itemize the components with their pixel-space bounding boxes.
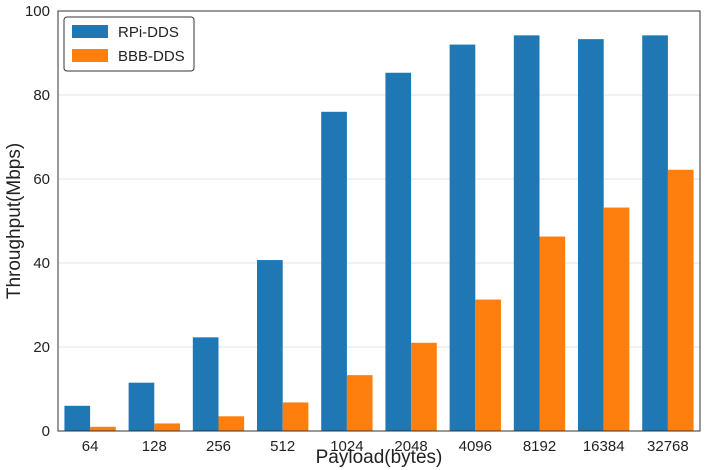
bar-rpi-dds-512	[257, 260, 283, 431]
x-tick-label: 64	[82, 438, 99, 455]
y-tick-label: 20	[33, 339, 50, 356]
bar-bbb-dds-64	[90, 426, 116, 431]
bar-bbb-dds-8192	[539, 236, 566, 431]
y-tick-label: 80	[33, 87, 50, 104]
x-tick-label: 16384	[583, 438, 625, 455]
bars	[64, 35, 694, 432]
bar-rpi-dds-8192	[513, 35, 540, 432]
legend: RPi-DDS BBB-DDS	[63, 16, 195, 72]
plot-frame	[57, 10, 701, 432]
bar-rpi-dds-1024	[321, 111, 347, 432]
x-axis-label: Payload(bytes)	[316, 447, 443, 468]
bar-bbb-dds-256	[218, 416, 245, 431]
x-tick-label: 1024	[330, 438, 363, 455]
x-tick-labels: 64 128 256 512 1024 2048 4096 8192 16384 32768	[82, 438, 689, 455]
y-tick-label: 0	[42, 423, 50, 440]
bar-rpi-dds-128	[128, 382, 155, 431]
bar-rpi-dds-16384	[578, 39, 604, 431]
x-tick-label: 512	[270, 438, 295, 455]
x-tick-label: 128	[142, 438, 167, 455]
bar-rpi-dds-64	[64, 405, 91, 431]
legend-swatch-bbb-dds	[72, 49, 108, 62]
y-tick-label: 40	[33, 255, 50, 272]
legend-label-rpi-dds: RPi-DDS	[118, 24, 179, 41]
bar-rpi-dds-2048	[385, 72, 412, 432]
bar-bbb-dds-512	[282, 402, 309, 431]
x-tick-label: 2048	[394, 438, 427, 455]
x-tick-label: 4096	[459, 438, 492, 455]
legend-swatch-rpi-dds	[72, 25, 108, 38]
bar-rpi-dds-4096	[449, 44, 476, 431]
bar-rpi-dds-256	[192, 337, 219, 431]
y-tick-labels: 0 20 40 60 80 100	[25, 3, 50, 440]
bar-bbb-dds-4096	[475, 299, 501, 431]
bar-bbb-dds-16384	[603, 207, 630, 431]
bar-bbb-dds-2048	[411, 342, 437, 431]
x-tick-label: 8192	[523, 438, 556, 455]
bar-bbb-dds-32768	[667, 169, 694, 431]
legend-label-bbb-dds: BBB-DDS	[118, 48, 185, 65]
bar-rpi-dds-32768	[642, 35, 668, 432]
bar-bbb-dds-128	[154, 423, 180, 431]
y-tick-label: 100	[25, 3, 50, 20]
bar-bbb-dds-1024	[346, 375, 373, 431]
y-axis-label: Throughput(Mbps)	[4, 143, 25, 299]
x-tick-label: 32768	[647, 438, 689, 455]
x-tick-label: 256	[206, 438, 231, 455]
y-tick-label: 60	[33, 171, 50, 188]
